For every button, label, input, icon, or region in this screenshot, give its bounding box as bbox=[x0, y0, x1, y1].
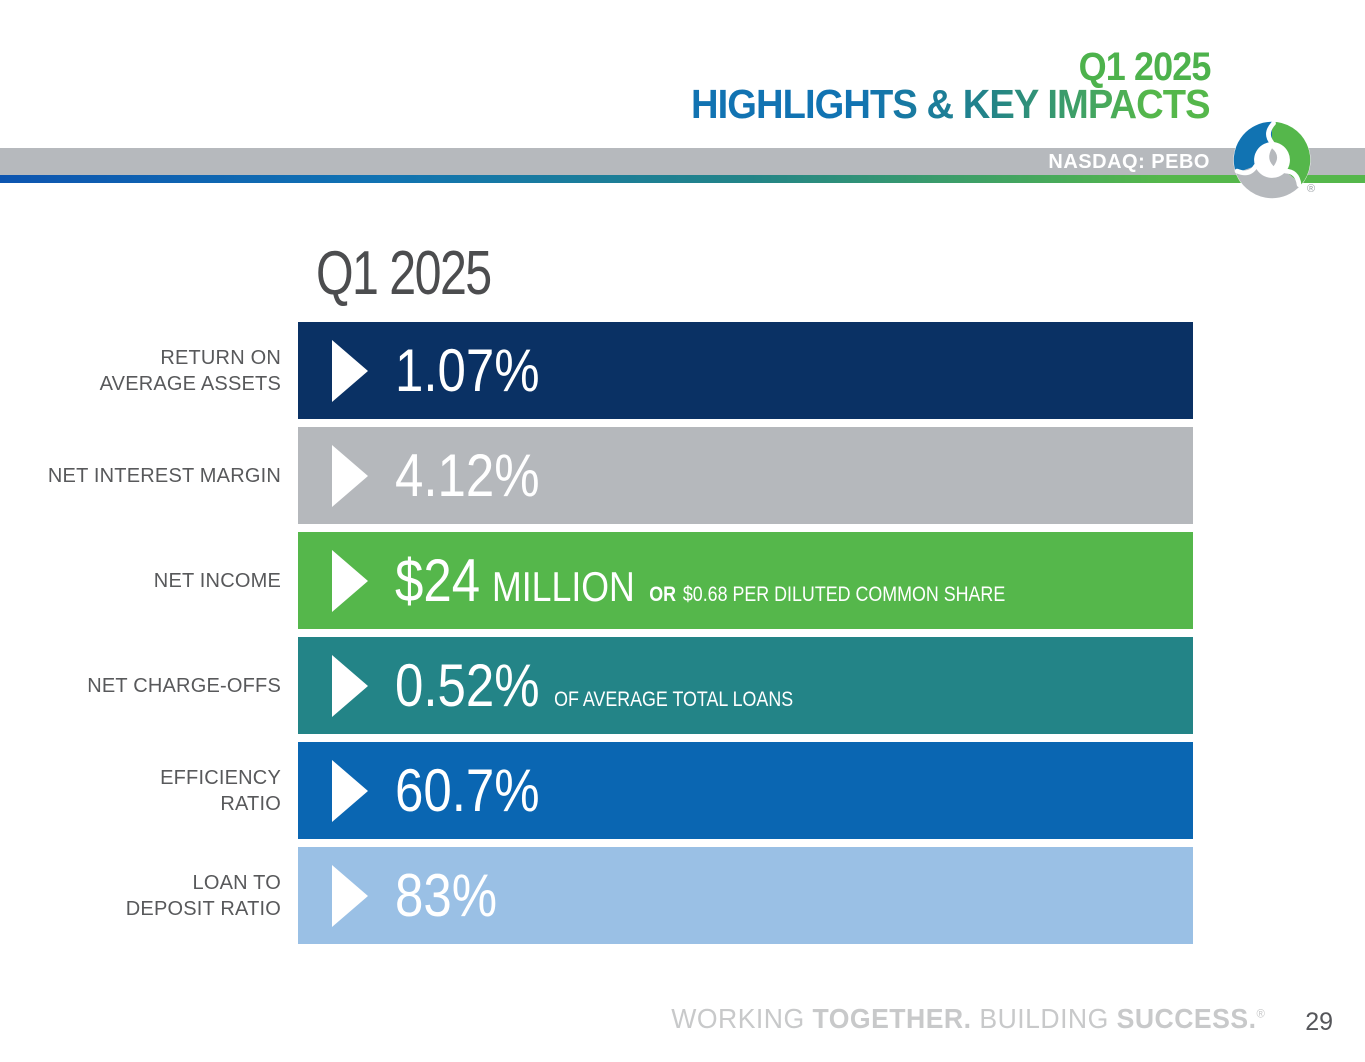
metric-label: NET INTEREST MARGIN bbox=[47, 464, 281, 487]
accent-gradient-line bbox=[0, 175, 1365, 183]
metric-label: NET CHARGE-OFFS bbox=[87, 674, 281, 697]
logo-registered-mark: ® bbox=[1307, 183, 1316, 195]
metric-row-efficiency-ratio: EFFICIENCY RATIO 60.7% bbox=[0, 742, 1365, 839]
metric-bar: 0.52% OF AVERAGE TOTAL LOANS bbox=[298, 637, 1193, 734]
metric-row-net-interest-margin: NET INTEREST MARGIN 4.12% bbox=[0, 427, 1365, 524]
arrow-right-icon bbox=[332, 654, 368, 717]
metric-row-net-income: NET INCOME $24 MILLION OR $0.68 PER DILU… bbox=[0, 532, 1365, 629]
metric-row-net-charge-offs: NET CHARGE-OFFS 0.52% OF AVERAGE TOTAL L… bbox=[0, 637, 1365, 734]
metric-bar: $24 MILLION OR $0.68 PER DILUTED COMMON … bbox=[298, 532, 1193, 629]
metric-row-loan-to-deposit-ratio: LOAN TO DEPOSIT RATIO 83% bbox=[0, 847, 1365, 944]
metric-value: 0.52% bbox=[395, 651, 540, 719]
metric-value: 83% bbox=[395, 861, 498, 929]
metric-bar: 60.7% bbox=[298, 742, 1193, 839]
metric-bar: 1.07% bbox=[298, 322, 1193, 419]
metrics-list: RETURN ON AVERAGE ASSETS 1.07% NET INTER… bbox=[0, 322, 1365, 944]
metric-bar: 4.12% bbox=[298, 427, 1193, 524]
metric-value: 60.7% bbox=[395, 756, 540, 824]
ticker-label: NASDAQ: PEBO bbox=[1048, 151, 1210, 173]
arrow-right-icon bbox=[332, 759, 368, 822]
page-number: 29 bbox=[1305, 1008, 1333, 1036]
metric-value: 1.07% bbox=[395, 336, 540, 404]
metric-note: $0.68 PER DILUTED COMMON SHARE bbox=[682, 582, 1006, 606]
metric-label: LOAN TO DEPOSIT RATIO bbox=[125, 871, 281, 920]
metric-label: NET INCOME bbox=[153, 569, 281, 592]
page-title: HIGHLIGHTS & KEY IMPACTS bbox=[691, 81, 1211, 127]
metric-note-bold: OR bbox=[649, 582, 677, 606]
metric-value: 4.12% bbox=[395, 441, 540, 509]
chart-title: Q1 2025 bbox=[316, 239, 492, 308]
metric-label: EFFICIENCY RATIO bbox=[160, 766, 281, 815]
footer-tagline: WORKING TOGETHER. BUILDING SUCCESS.® bbox=[670, 1003, 1265, 1034]
footer-registered-mark: ® bbox=[1256, 1006, 1265, 1021]
metric-note: OF AVERAGE TOTAL LOANS bbox=[554, 687, 794, 711]
arrow-right-icon bbox=[332, 549, 368, 612]
metric-row-return-on-average-assets: RETURN ON AVERAGE ASSETS 1.07% bbox=[0, 322, 1365, 419]
ticker-band: NASDAQ: PEBO bbox=[0, 148, 1365, 175]
arrow-right-icon bbox=[332, 339, 368, 402]
metric-unit: MILLION bbox=[491, 562, 635, 610]
arrow-right-icon bbox=[332, 444, 368, 507]
metric-value: $24 bbox=[395, 546, 481, 614]
metric-label: RETURN ON AVERAGE ASSETS bbox=[99, 346, 281, 395]
header-eyebrow: Q1 2025 bbox=[1078, 45, 1211, 89]
peoples-bancorp-logo-icon bbox=[1233, 121, 1311, 199]
metric-bar: 83% bbox=[298, 847, 1193, 944]
arrow-right-icon bbox=[332, 864, 368, 927]
